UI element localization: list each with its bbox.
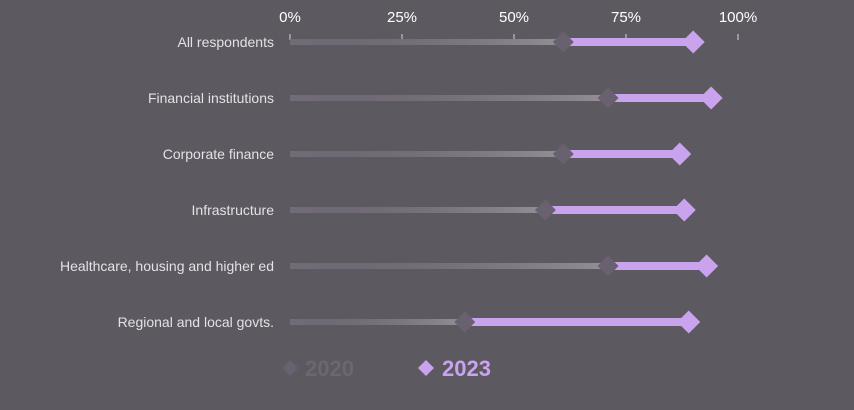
chart-rows: All respondents Financial institutions Cor…	[60, 30, 723, 334]
chart-row: Healthcare, housing and higher ed	[60, 254, 719, 278]
track-gradient	[290, 151, 564, 157]
marker-2023	[672, 198, 696, 222]
marker-2020	[597, 87, 619, 109]
legend-marker-2023	[418, 360, 434, 376]
category-label: Healthcare, housing and higher ed	[60, 258, 274, 274]
category-label: Financial institutions	[148, 90, 274, 106]
x-tick-label: 100%	[719, 9, 757, 26]
change-bar	[563, 38, 694, 46]
change-bar	[563, 150, 680, 158]
legend-label-2020: 2020	[305, 356, 354, 381]
change-bar	[545, 206, 685, 214]
x-tick-label: 0%	[279, 9, 301, 26]
change-bar	[608, 94, 712, 102]
category-label: Infrastructure	[192, 202, 275, 218]
marker-2023	[677, 310, 701, 334]
marker-2020	[534, 199, 556, 221]
track-gradient	[290, 207, 546, 213]
chart-row: Regional and local govts.	[118, 310, 701, 334]
track-gradient	[290, 39, 564, 45]
chart-row: Infrastructure	[192, 198, 696, 222]
chart-row: Financial institutions	[148, 86, 723, 110]
marker-2020	[552, 31, 574, 53]
x-tick-label: 50%	[499, 9, 529, 26]
chart-row: All respondents	[177, 30, 705, 54]
x-tick-label: 25%	[387, 9, 417, 26]
legend-marker-2020	[282, 360, 298, 376]
track-gradient	[290, 95, 609, 101]
marker-2020	[597, 255, 619, 277]
x-axis: 0% 25% 50% 75% 100%	[279, 9, 757, 40]
legend-label-2023: 2023	[442, 356, 491, 381]
track-gradient	[290, 319, 465, 325]
track-gradient	[290, 263, 609, 269]
category-label: All respondents	[177, 34, 274, 50]
marker-2020	[454, 311, 476, 333]
marker-2023	[681, 30, 705, 54]
category-label: Corporate finance	[163, 146, 275, 162]
marker-2020	[552, 143, 574, 165]
change-bar	[608, 262, 707, 270]
change-bar	[464, 318, 689, 326]
marker-2023	[699, 86, 723, 110]
category-label: Regional and local govts.	[118, 314, 274, 330]
marker-2023	[668, 142, 692, 166]
chart-row: Corporate finance	[163, 142, 692, 166]
legend: 2020 2023	[282, 356, 491, 381]
x-tick-label: 75%	[611, 9, 641, 26]
marker-2023	[695, 254, 719, 278]
